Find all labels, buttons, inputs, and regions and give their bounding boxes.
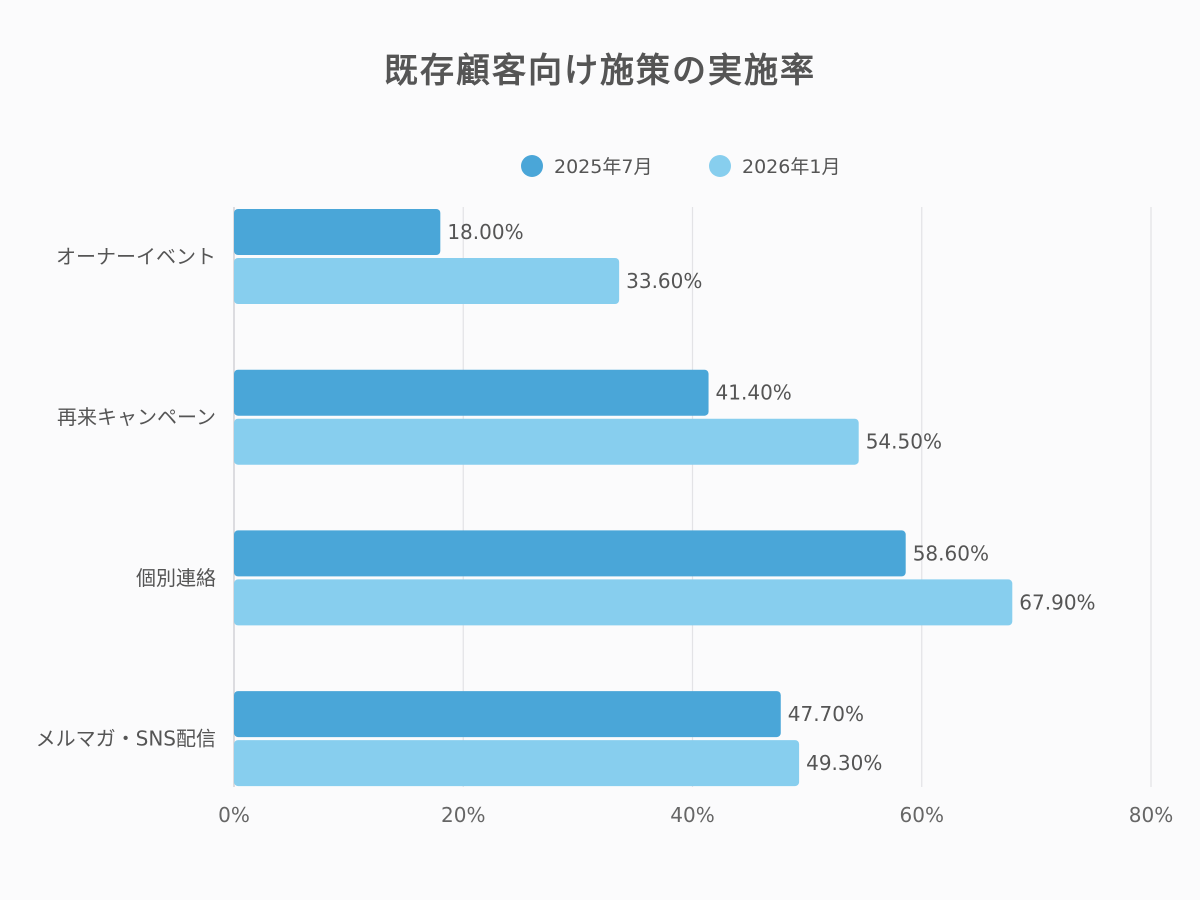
bar-value-label: 41.40% xyxy=(716,381,792,405)
bar-value-label: 18.00% xyxy=(447,220,523,244)
bar-value-label: 33.60% xyxy=(626,269,702,293)
bar-value-label: 67.90% xyxy=(1019,590,1095,614)
value-labels: 18.00% 33.60% 41.40% 54.50% 58.60% 67.90% 47.7… xyxy=(447,220,1095,775)
legend: 2025年7月 2026年1月 xyxy=(521,155,840,178)
legend-marker-series-2 xyxy=(709,155,731,177)
chart-title: 既存顧客向け施策の実施率 xyxy=(384,51,816,91)
category-label: 個別連絡 xyxy=(136,566,216,590)
x-tick-label: 0% xyxy=(218,803,250,827)
bars xyxy=(234,209,1013,787)
bar xyxy=(234,418,859,465)
bar xyxy=(234,740,800,787)
bar-value-label: 54.50% xyxy=(866,430,942,454)
bar-value-label: 58.60% xyxy=(913,541,989,565)
bar-value-label: 47.70% xyxy=(788,702,864,726)
legend-label-series-1: 2025年7月 xyxy=(554,156,652,178)
legend-marker-series-1 xyxy=(521,155,543,177)
bar xyxy=(234,691,781,738)
bar-value-label: 49.30% xyxy=(806,751,882,775)
bar xyxy=(234,579,1013,626)
bar xyxy=(234,209,441,255)
x-tick-label: 20% xyxy=(441,803,485,827)
x-tick-label: 80% xyxy=(1129,803,1173,827)
bar xyxy=(234,258,620,304)
category-label: オーナーイベント xyxy=(56,245,216,269)
bar xyxy=(234,369,709,416)
category-label: 再来キャンペーン xyxy=(57,405,216,429)
x-tick-label: 60% xyxy=(900,803,944,827)
category-label: メルマガ・SNS配信 xyxy=(36,727,216,751)
x-tick-label: 40% xyxy=(670,803,714,827)
bar xyxy=(234,530,906,577)
legend-label-series-2: 2026年1月 xyxy=(742,156,840,178)
x-axis-ticks: 0% 20% 40% 60% 80% xyxy=(218,803,1173,827)
